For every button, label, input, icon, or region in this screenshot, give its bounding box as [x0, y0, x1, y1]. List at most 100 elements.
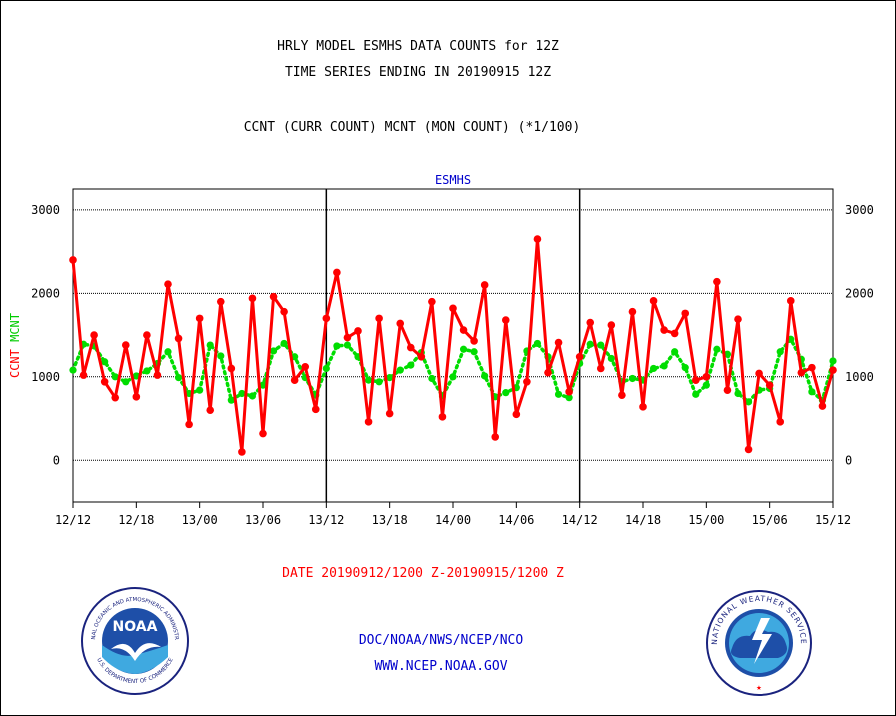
point-mcnt	[692, 390, 700, 398]
point-mcnt	[364, 376, 373, 384]
point-ccnt	[670, 329, 679, 338]
point-mcnt	[291, 353, 299, 361]
x-tick-label: 14/06	[498, 513, 534, 527]
point-mcnt	[227, 396, 235, 404]
y-axis-label-ccnt: CCNT	[8, 342, 22, 378]
point-ccnt	[311, 405, 320, 414]
y-tick-label-left: 1000	[31, 370, 60, 384]
point-mcnt	[248, 392, 257, 400]
point-ccnt	[322, 314, 331, 323]
point-mcnt	[280, 339, 288, 348]
point-ccnt	[596, 364, 605, 373]
point-ccnt	[586, 318, 595, 327]
noaa-logo-text: NOAA	[113, 619, 158, 635]
point-ccnt	[554, 338, 563, 347]
point-ccnt	[660, 326, 668, 334]
y-tick-label-right: 3000	[845, 203, 874, 217]
point-mcnt	[269, 347, 278, 355]
title-line-1: HRLY MODEL ESMHS DATA COUNTS for 12Z	[277, 39, 559, 54]
point-ccnt	[333, 268, 341, 277]
x-tick-label: 13/00	[182, 513, 218, 527]
point-ccnt	[459, 326, 468, 334]
point-mcnt	[744, 398, 753, 406]
point-ccnt	[808, 363, 816, 372]
point-mcnt	[111, 373, 119, 381]
point-ccnt	[797, 368, 806, 377]
point-ccnt	[195, 314, 204, 323]
footer-url: WWW.NCEP.NOAA.GOV	[374, 659, 508, 674]
point-ccnt	[238, 448, 246, 456]
point-mcnt	[69, 366, 77, 374]
y-tick-label-left: 0	[53, 453, 60, 467]
point-ccnt	[354, 327, 362, 335]
point-mcnt	[554, 390, 563, 398]
chart-title: ESMHS	[435, 173, 471, 187]
point-ccnt	[829, 366, 837, 374]
point-mcnt	[734, 389, 742, 398]
point-ccnt	[544, 368, 552, 377]
y-tick-label-left: 2000	[31, 286, 60, 300]
x-tick-label: 13/12	[308, 513, 344, 527]
point-ccnt	[523, 378, 531, 386]
x-tick-label: 15/00	[688, 513, 724, 527]
date-range: DATE 20190912/1200 Z-20190915/1200 Z	[282, 566, 564, 581]
point-ccnt	[755, 369, 763, 378]
point-ccnt	[69, 256, 77, 264]
point-ccnt	[164, 280, 172, 288]
point-ccnt	[449, 304, 457, 313]
point-mcnt	[586, 340, 594, 348]
point-ccnt	[618, 391, 626, 399]
point-mcnt	[164, 348, 172, 356]
point-ccnt	[385, 409, 394, 418]
point-mcnt	[660, 362, 668, 370]
point-mcnt	[776, 348, 784, 356]
nws-star-icon: ★	[756, 683, 762, 693]
x-tick-label: 13/06	[245, 513, 281, 527]
point-mcnt	[533, 339, 542, 348]
point-ccnt	[639, 403, 647, 411]
point-ccnt	[480, 281, 489, 289]
point-mcnt	[449, 373, 457, 381]
point-ccnt	[765, 381, 774, 389]
point-ccnt	[143, 331, 151, 339]
point-ccnt	[776, 418, 785, 426]
point-ccnt	[100, 378, 109, 386]
noaa-logo: NOAA NATIONAL OCEANIC AND ATMOSPHERIC AD…	[81, 587, 189, 695]
point-ccnt	[132, 393, 141, 401]
point-ccnt	[428, 297, 436, 306]
x-tick-label: 13/18	[372, 513, 408, 527]
point-ccnt	[206, 406, 215, 414]
point-ccnt	[533, 235, 542, 243]
point-ccnt	[723, 386, 732, 394]
point-mcnt	[322, 364, 330, 373]
point-mcnt	[428, 374, 436, 383]
point-ccnt	[248, 294, 257, 303]
nws-logo: NATIONAL WEATHER SERVICE ★	[706, 590, 812, 696]
point-mcnt	[459, 345, 468, 353]
point-ccnt	[786, 297, 795, 305]
point-mcnt	[407, 361, 415, 369]
point-ccnt	[681, 309, 690, 318]
series-line-ccnt	[71, 237, 835, 454]
point-ccnt	[406, 343, 415, 352]
point-mcnt	[723, 350, 732, 358]
chart-subtitle: CCNT (CURR COUNT) MCNT (MON COUNT) (*1/1…	[243, 120, 581, 135]
point-mcnt	[238, 389, 246, 398]
point-mcnt	[343, 341, 352, 349]
point-mcnt	[217, 352, 225, 360]
point-ccnt	[396, 319, 405, 328]
point-ccnt	[734, 315, 742, 324]
point-mcnt	[259, 381, 267, 389]
point-ccnt	[111, 393, 120, 402]
y-tick-label-left: 3000	[31, 203, 60, 217]
x-tick-label: 14/00	[435, 513, 471, 527]
point-ccnt	[216, 297, 225, 306]
point-ccnt	[259, 429, 267, 438]
point-ccnt	[301, 362, 310, 371]
point-ccnt	[227, 364, 236, 373]
point-ccnt	[713, 277, 721, 286]
x-tick-label: 12/18	[118, 513, 154, 527]
footer-org: DOC/NOAA/NWS/NCEP/NCO	[358, 633, 524, 648]
point-ccnt	[575, 352, 584, 361]
point-mcnt	[101, 358, 109, 366]
